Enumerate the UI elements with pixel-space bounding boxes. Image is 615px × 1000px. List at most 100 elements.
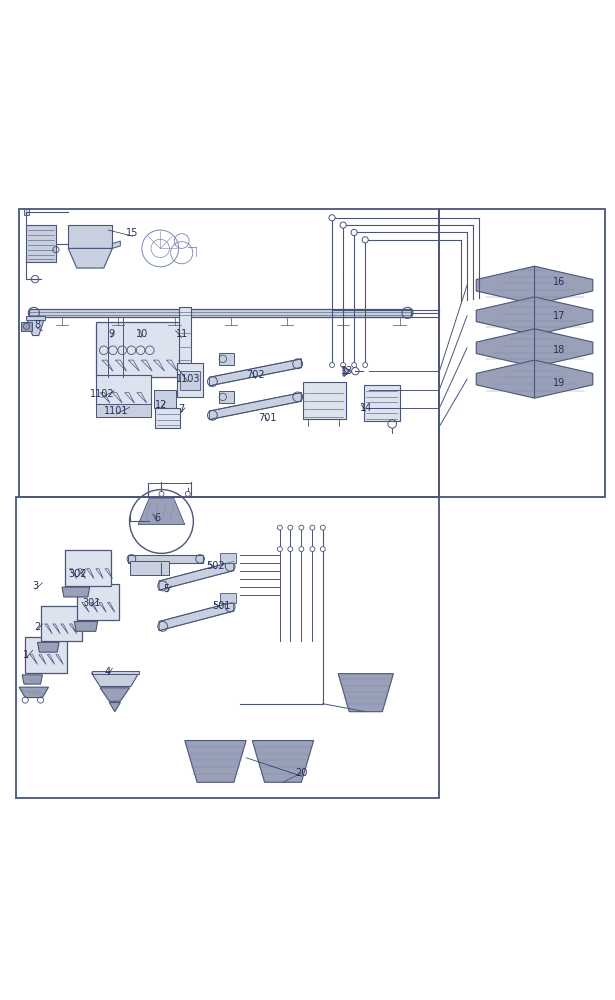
Text: 1: 1 [23,650,30,660]
Circle shape [341,363,346,367]
Bar [26,316,45,320]
Bar [180,371,200,390]
Text: 1102: 1102 [90,389,114,399]
Text: 5: 5 [163,584,170,594]
Polygon shape [534,297,593,335]
Polygon shape [476,297,534,335]
Text: 6: 6 [154,513,161,523]
Polygon shape [209,393,301,420]
Circle shape [310,547,315,552]
Circle shape [329,215,335,221]
Bar [16,497,440,798]
Polygon shape [26,317,45,336]
Circle shape [351,229,357,236]
Polygon shape [338,674,394,712]
Text: 17: 17 [553,311,565,321]
Polygon shape [100,688,130,701]
Text: 701: 701 [258,413,277,423]
Circle shape [288,547,293,552]
Text: 15: 15 [127,228,139,238]
Bar [219,353,234,365]
Polygon shape [184,741,246,782]
Circle shape [159,491,164,496]
Bar [25,637,67,673]
Bar [24,209,29,215]
Polygon shape [476,329,534,367]
Polygon shape [113,241,121,248]
Polygon shape [62,587,90,597]
Polygon shape [534,360,593,398]
Bar [29,309,411,317]
Circle shape [299,547,304,552]
Text: 16: 16 [553,277,565,287]
Circle shape [340,222,346,228]
Bar [219,391,234,403]
Polygon shape [159,602,234,631]
Circle shape [320,525,325,530]
Polygon shape [138,498,184,525]
Text: 301: 301 [82,598,101,608]
Polygon shape [92,673,139,687]
Bar [92,671,139,674]
Text: 12: 12 [155,400,168,410]
Polygon shape [109,702,121,712]
Polygon shape [68,248,113,268]
Text: 19: 19 [553,378,565,388]
Bar [26,225,56,262]
Polygon shape [19,687,49,698]
Text: 4: 4 [105,667,111,677]
Bar [220,553,236,563]
Text: 13: 13 [341,366,354,376]
Bar [130,561,170,575]
Bar [303,382,346,419]
Polygon shape [252,741,314,782]
Text: 14: 14 [360,403,372,413]
Text: 11: 11 [176,329,188,339]
Circle shape [185,491,190,496]
Circle shape [277,525,282,530]
Bar [65,550,111,586]
Bar [96,375,151,405]
Bar [77,584,119,620]
Text: 2: 2 [34,622,41,632]
Bar [21,322,32,331]
Text: 502: 502 [206,561,224,571]
Text: 7: 7 [178,404,185,414]
Polygon shape [209,359,301,386]
Text: 702: 702 [246,370,264,380]
Bar [178,307,191,365]
Circle shape [330,363,335,367]
Bar [96,322,188,377]
Text: 3: 3 [33,581,39,591]
Bar [41,606,82,641]
Polygon shape [534,266,593,304]
Polygon shape [534,329,593,367]
Text: 1103: 1103 [176,374,200,384]
Bar [19,209,440,497]
Polygon shape [343,366,349,376]
Bar [156,408,180,428]
Bar [440,209,605,497]
Circle shape [288,525,293,530]
Text: 302: 302 [68,569,87,579]
Bar [364,385,400,421]
Polygon shape [129,555,203,563]
Text: 20: 20 [295,768,308,778]
Text: 10: 10 [136,329,148,339]
Polygon shape [38,642,59,652]
Bar [68,225,113,248]
Text: 1101: 1101 [104,406,129,416]
Circle shape [320,547,325,552]
Polygon shape [476,266,534,304]
Polygon shape [159,561,234,590]
Bar [96,404,151,417]
Text: 9: 9 [108,329,114,339]
Bar [154,390,175,408]
Text: 8: 8 [34,320,41,330]
Text: 18: 18 [553,345,565,355]
Text: 501: 501 [212,601,231,611]
Circle shape [363,363,368,367]
Circle shape [299,525,304,530]
Polygon shape [22,675,42,684]
Circle shape [352,363,357,367]
